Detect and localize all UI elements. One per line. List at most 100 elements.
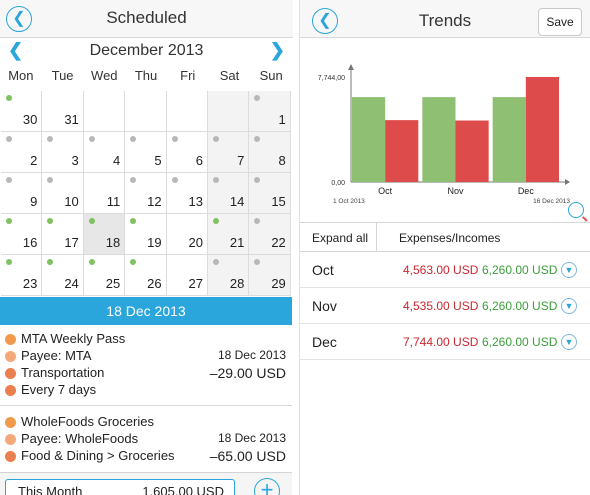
calendar-day[interactable]: 13 — [166, 173, 208, 214]
calendar-day[interactable]: 15 — [249, 173, 291, 214]
calendar-day[interactable]: 12 — [125, 173, 167, 214]
calendar-day[interactable]: 22 — [249, 214, 291, 255]
calendar-day[interactable]: 24 — [42, 255, 84, 296]
trends-chart-svg: 0,00 7,744,00 Oct Nov Dec 1 Oct 2013 16 Dec 20… — [318, 64, 570, 205]
event-dot — [6, 95, 12, 101]
x-tick-label: Dec — [518, 186, 535, 196]
calendar-day[interactable]: 28 — [208, 255, 250, 296]
save-button[interactable]: Save — [538, 8, 582, 36]
calendar-empty-cell — [83, 91, 126, 132]
calendar-day[interactable]: 18 — [83, 214, 126, 255]
event-dot — [130, 259, 137, 265]
month-navigator: ❮ December 2013 ❯ — [0, 38, 293, 64]
chevron-left-icon: ❮ — [318, 12, 332, 29]
chart-bar — [455, 120, 489, 182]
tab-expand-all[interactable]: Expand all — [312, 231, 369, 245]
day-number: 21 — [229, 235, 245, 250]
trend-row[interactable]: Dec 7,744.00 USD 6,260.00 USD ▼ — [300, 324, 590, 360]
trend-month: Oct — [312, 262, 334, 278]
trend-income: 6,260.00 USD — [482, 263, 558, 277]
entry-name-row: WholeFoods Groceries — [0, 414, 292, 431]
entry-category: Food & Dining > Groceries — [21, 448, 175, 463]
calendar-day[interactable]: 31 — [42, 91, 84, 132]
day-number: 8 — [278, 153, 286, 168]
day-number: 23 — [22, 276, 38, 291]
zoom-icon[interactable] — [568, 202, 584, 218]
category-tag-icon — [5, 451, 16, 462]
entry-name-row: MTA Weekly Pass — [0, 331, 292, 348]
day-number: 10 — [64, 194, 79, 209]
calendar-day[interactable]: 30 — [1, 91, 43, 132]
calendar-day[interactable]: 6 — [166, 132, 208, 173]
day-number: 25 — [105, 276, 121, 291]
event-dot — [47, 218, 54, 224]
calendar-day[interactable]: 20 — [166, 214, 208, 255]
scheduled-entry[interactable]: MTA Weekly Pass Payee: MTA 18 Dec 2013 T… — [0, 331, 292, 399]
day-number: 29 — [271, 276, 286, 291]
calendar-day[interactable]: 7 — [208, 132, 250, 173]
calendar-day[interactable]: 16 — [1, 214, 43, 255]
calendar-day[interactable]: 5 — [125, 132, 167, 173]
entry-category-row: Food & Dining > Groceries –65.00 USD — [0, 448, 292, 465]
entry-payee-row: Payee: WholeFoods 18 Dec 2013 — [0, 431, 292, 448]
period-selector[interactable]: This Month 1,605.00 USD — [5, 479, 235, 495]
prev-month-button[interactable]: ❮ — [8, 40, 24, 60]
calendar-day[interactable]: 17 — [42, 214, 84, 255]
chevron-down-icon[interactable]: ▼ — [561, 298, 577, 314]
calendar-day[interactable]: 11 — [83, 173, 126, 214]
calendar-empty-cell — [166, 91, 208, 132]
chart-bar — [525, 77, 559, 182]
entry-amount: –65.00 USD — [209, 448, 286, 464]
calendar-empty-cell — [125, 91, 167, 132]
calendar-day[interactable]: 9 — [1, 173, 43, 214]
calendar-day[interactable]: 29 — [249, 255, 291, 296]
event-dot — [171, 177, 178, 183]
calendar-empty-cell — [208, 91, 250, 132]
back-button[interactable]: ❮ — [312, 8, 338, 34]
calendar-day[interactable]: 19 — [125, 214, 167, 255]
day-number: 11 — [106, 194, 121, 209]
day-number: 19 — [147, 235, 162, 250]
trend-row[interactable]: Nov 4,535.00 USD 6,260.00 USD ▼ — [300, 288, 590, 324]
calendar-day[interactable]: 14 — [208, 173, 250, 214]
entry-amount: –29.00 USD — [209, 365, 286, 381]
calendar-day[interactable]: 2 — [1, 132, 43, 173]
trends-chart: 0,00 7,744,00 Oct Nov Dec 1 Oct 2013 16 Dec 20… — [300, 45, 590, 223]
back-button[interactable]: ❮ — [6, 6, 32, 32]
calendar-day[interactable]: 10 — [42, 173, 84, 214]
event-dot — [254, 259, 261, 265]
chevron-down-icon[interactable]: ▼ — [561, 334, 577, 350]
period-total: 1,605.00 USD — [142, 484, 224, 495]
next-month-button[interactable]: ❯ — [269, 40, 285, 60]
weekday-label: Tue — [51, 68, 74, 83]
calendar-day[interactable]: 3 — [42, 132, 84, 173]
scheduled-entry[interactable]: WholeFoods Groceries Payee: WholeFoods 1… — [0, 414, 292, 465]
tab-expenses-incomes[interactable]: Expenses/Incomes — [399, 231, 501, 245]
calendar-day[interactable]: 23 — [1, 255, 43, 296]
calendar-day[interactable]: 8 — [249, 132, 291, 173]
calendar-day[interactable]: 26 — [125, 255, 167, 296]
entry-name: WholeFoods Groceries — [21, 414, 154, 429]
calendar-day[interactable]: 1 — [249, 91, 291, 132]
add-button[interactable]: + — [254, 478, 280, 495]
calendar-day[interactable]: 27 — [166, 255, 208, 296]
day-number: 18 — [105, 235, 121, 250]
event-dot — [130, 136, 137, 142]
chevron-left-icon: ❮ — [12, 10, 26, 27]
month-title: December 2013 — [89, 42, 204, 59]
calendar-day[interactable]: 21 — [208, 214, 250, 255]
payee-icon — [5, 351, 16, 362]
trend-expense: 4,535.00 USD — [403, 299, 479, 313]
event-dot — [6, 177, 12, 183]
calendar-day[interactable]: 4 — [83, 132, 126, 173]
calendar-day[interactable]: 25 — [83, 255, 126, 296]
trend-row[interactable]: Oct 4,563.00 USD 6,260.00 USD ▼ — [300, 252, 590, 288]
scheduled-panel: ❮ Scheduled ❮ December 2013 ❯ Mon Tue Wed T… — [0, 0, 293, 495]
chevron-down-icon[interactable]: ▼ — [561, 262, 577, 278]
chart-bar — [492, 97, 526, 182]
weekday-label: Mon — [8, 68, 34, 83]
trend-expense: 7,744.00 USD — [403, 335, 479, 349]
entry-name: MTA Weekly Pass — [21, 331, 126, 346]
weekday-label: Wed — [91, 68, 118, 83]
day-number: 20 — [188, 235, 203, 250]
